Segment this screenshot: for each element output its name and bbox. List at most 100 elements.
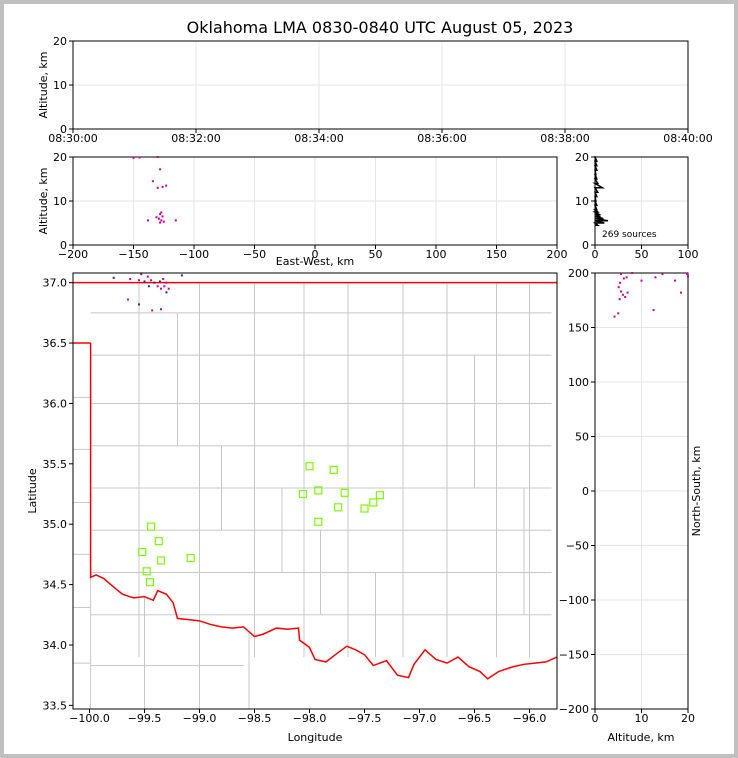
lma-station-marker [154,537,163,546]
ew-tick-label: −50 [243,248,266,261]
time-tick-label: 08:40:00 [663,132,712,145]
vhf-source-point [138,279,140,282]
ew-source-point [174,219,177,222]
ns-source-point [626,291,629,294]
lma-station-marker [375,491,384,500]
lat-tick-label: 36.5 [43,337,68,350]
lon-tick-label: −97.5 [348,712,382,725]
ew-tick-label: 200 [547,248,568,261]
lon-tick-label: −99.0 [183,712,217,725]
ew-alt-tick-label: 20 [53,151,67,164]
lat-tick-label: 35.0 [43,518,68,531]
alt-ns-ylabel: North-South, km [690,446,703,537]
ew-source-point [157,217,160,220]
lat-tick-label: 33.5 [43,699,68,712]
alt-tick-label: 20 [53,35,67,48]
ew-source-point [151,180,154,183]
map-frame [72,272,558,710]
lma-station-marker [138,547,147,557]
ns-tick-label: −150 [559,649,589,662]
lon-tick-label: −99.5 [128,712,162,725]
ew-source-point [159,221,162,224]
vhf-source-point [146,275,149,278]
ew-tick-label: −200 [58,248,88,261]
ew-source-point [159,168,162,171]
vhf-source-point [165,291,168,294]
ns-source-point [654,276,657,279]
ns-tick-label: 200 [568,267,589,280]
ns-tick-label: −200 [559,703,589,716]
ns-tick-label: −50 [566,540,589,553]
vhf-source-point [153,281,156,284]
vhf-source-point [112,276,115,279]
lon-tick-label: −98.0 [293,712,327,725]
vhf-source-point [163,285,166,288]
map-xlabel: Longitude [288,731,343,744]
lma-station-marker [340,488,349,497]
lon-tick-label: −98.5 [238,712,272,725]
ew-source-point [159,213,162,216]
vhf-source-point [138,303,140,306]
lma-station-marker [145,578,155,587]
vhf-source-point [150,279,153,282]
vhf-source-point [143,280,146,283]
hist-tick-label: 50 [635,248,649,261]
ns-tick-label: 100 [568,376,589,389]
ns-source-point [620,290,623,293]
lat-tick-label: 34.5 [43,579,68,592]
ns-source-point [622,277,625,280]
altitude-histogram-line [592,156,609,226]
ew-source-point [138,156,141,159]
vhf-source-point [140,273,143,276]
lma-station-marker [298,489,307,499]
time-tick-label: 08:32:00 [171,132,220,145]
ns-source-point [613,315,616,318]
ns-source-point [631,272,634,274]
vhf-source-point [127,298,129,301]
hist-alt-tick-label: 10 [575,195,589,208]
ns-source-point [680,291,683,294]
alt-ns-tick-label: 0 [592,712,599,725]
ew-alt-tick-label: 0 [60,239,67,252]
vhf-source-point [160,287,162,290]
ns-source-point [652,309,655,312]
alt-tick-label: 0 [60,123,67,136]
ew-tick-label: −100 [179,248,209,261]
ew-source-point [156,156,159,158]
alt-ns-tick-label: 10 [635,712,649,725]
lon-tick-label: −97.0 [403,712,437,725]
ns-source-point [617,312,620,315]
hist-alt-tick-label: 20 [575,151,589,164]
vhf-source-point [162,278,165,281]
lma-station-marker [156,556,166,565]
ns-tick-label: 50 [575,431,589,444]
hist-tick-label: 100 [678,248,699,261]
alt-tick-label: 10 [53,79,67,92]
ew-source-point [132,156,135,159]
ns-source-point [625,276,628,279]
lma-station-marker [305,462,314,471]
time-tick-label: 08:30:00 [48,132,97,145]
lma-station-marker [186,553,195,563]
lon-tick-label: −100.0 [69,712,110,725]
lon-tick-label: −96.0 [513,712,547,725]
ew-tick-label: 150 [486,248,507,261]
lma-station-marker [314,517,323,526]
ns-source-point [618,298,621,301]
time-tick-label: 08:34:00 [294,132,343,145]
ew-source-point [161,185,164,188]
ns-tick-label: 150 [568,322,589,335]
lat-tick-label: 35.5 [43,458,68,471]
lma-station-marker [142,567,151,576]
vhf-source-point [165,281,168,284]
map-ylabel: Latitude [26,468,39,514]
time-height-ylabel: Altitude, km [37,51,50,118]
vhf-source-point [180,274,183,277]
ns-tick-label: 0 [582,485,589,498]
ns-source-point [620,273,623,276]
lma-station-marker [334,503,343,512]
ew-source-point [161,215,164,218]
lma-station-marker [360,504,369,513]
ew-source-point [156,186,159,189]
ew-alt-tick-label: 10 [53,195,67,208]
